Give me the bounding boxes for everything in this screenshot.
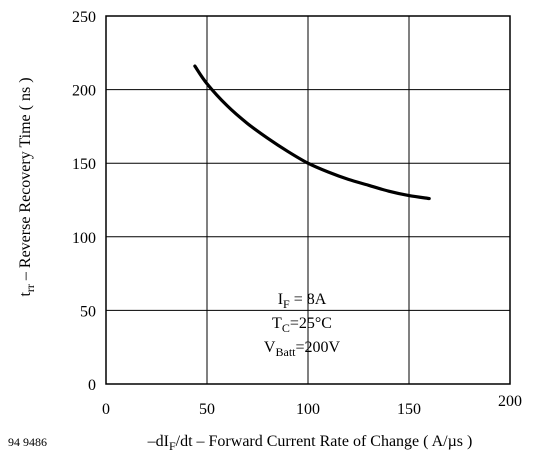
- y-tick-label: 100: [72, 230, 96, 247]
- x-tick-label: 200: [498, 393, 522, 410]
- x-tick-label: 150: [397, 401, 421, 418]
- plot-frame: [105, 15, 511, 385]
- y-tick-label: 0: [88, 377, 96, 394]
- annotation-vbatt: VBatt=200V: [264, 339, 341, 359]
- y-axis-label: trr – Reverse Recovery Time ( ns ): [17, 77, 37, 296]
- annotation-if: IF = 8A: [278, 291, 327, 311]
- y-tick-labels: 0 50 100 150 200 250: [72, 9, 96, 394]
- series-curve: [193, 64, 431, 201]
- y-tick-label: 150: [72, 156, 96, 173]
- x-tick-label: 50: [199, 401, 215, 418]
- x-axis-label: –dIF/dt – Forward Current Rate of Change…: [147, 433, 473, 453]
- y-tick-label: 50: [80, 303, 96, 320]
- x-tick-labels: 0 50 100 150 200: [102, 393, 522, 418]
- annotation-tc: TC=25°C: [272, 315, 332, 335]
- x-tick-label: 100: [296, 401, 320, 418]
- y-tick-label: 200: [72, 83, 96, 100]
- y-tick-label: 250: [72, 9, 96, 26]
- x-tick-label: 0: [102, 401, 110, 418]
- figure-id: 94 9486: [8, 435, 47, 449]
